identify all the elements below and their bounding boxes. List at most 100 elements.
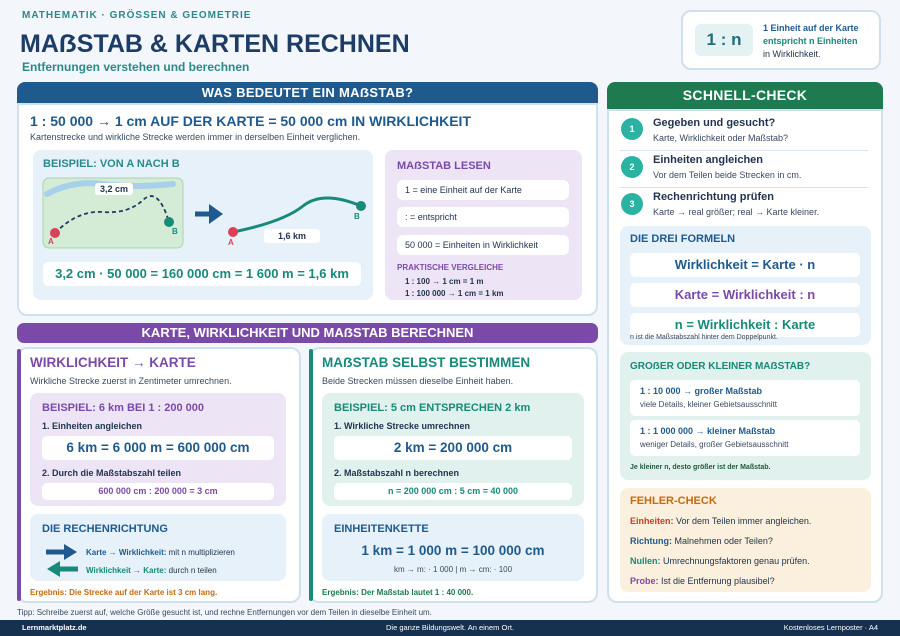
error-label-4: Probe:	[630, 576, 659, 586]
check-step-1-text: Karte, Wirklichkeit oder Maßstab?	[653, 133, 789, 143]
check-step-2-text: Vor dem Teilen beide Strecken in cm.	[653, 170, 802, 180]
direction-1-label: Karte → Wirklichkeit:	[86, 548, 167, 557]
scale-size-item-1-title: 1 : 10 000 → großer Maßstab	[640, 386, 763, 396]
result-right: Ergebnis: Der Maßstab lautet 1 : 40 000.	[322, 588, 474, 597]
ratio-line-3: in Wirklichkeit.	[763, 49, 821, 59]
accent-stripe	[309, 349, 313, 601]
what-headline: 1 : 50 000 → 1 cm AUF DER KARTE = 50 000…	[30, 113, 471, 129]
eq-1-right: 2 km = 200 000 cm	[334, 436, 572, 460]
reality-to-map-desc: Wirkliche Strecke zuerst in Zentimeter u…	[30, 376, 232, 386]
label-a-map: A	[48, 237, 54, 246]
direction-2: Wirklichkeit → Karte: durch n teilen	[86, 566, 217, 575]
step-1-left: 1. Einheiten angleichen	[42, 421, 143, 431]
what-desc: Kartenstrecke und wirkliche Strecke werd…	[30, 132, 361, 142]
compare-1: 1 : 100 → 1 cm = 1 m	[405, 277, 484, 286]
map-point-a	[50, 228, 60, 238]
eq-2-right: n = 200 000 cm : 5 cm = 40 000	[334, 483, 572, 500]
route-illustration	[42, 177, 366, 249]
error-label-2: Richtung:	[630, 536, 672, 546]
ratio-line-1: 1 Einheit auf der Karte	[763, 23, 859, 33]
scale-size-note: Je kleiner n, desto größer ist der Maßst…	[630, 464, 771, 471]
ratio-line-2: entspricht n Einheiten	[763, 36, 858, 46]
error-text-4: Ist die Entfernung plausibel?	[658, 576, 775, 586]
step-2-left: 2. Durch die Maßstabszahl teilen	[42, 468, 182, 478]
check-step-2-title: Einheiten angleichen	[653, 154, 764, 166]
direction-1: Karte → Wirklichkeit: mit n multiplizier…	[86, 548, 235, 557]
eq-2-left: 600 000 cm : 200 000 = 3 cm	[42, 483, 274, 500]
read-scale-title: MAẞSTAB LESEN	[397, 160, 491, 172]
read-item-3: 50 000 = Einheiten in Wirklichkeit	[397, 235, 569, 255]
unit-chain-box	[322, 514, 584, 581]
direction-title: DIE RECHENRICHTUNG	[42, 523, 168, 535]
step-2-right: 2. Maßstabszahl n berechnen	[334, 468, 460, 478]
example-title: BEISPIEL: VON A NACH B	[43, 158, 180, 170]
divider	[620, 187, 868, 188]
determine-scale-desc: Beide Strecken müssen dieselbe Einheit h…	[322, 376, 514, 386]
error-item-1: Einheiten: Vor dem Teilen immer angleich…	[630, 516, 811, 526]
unit-chain-title: EINHEITENKETTE	[334, 523, 429, 535]
check-step-3-text: Karte → real größer; real → Karte kleine…	[653, 207, 820, 217]
real-point-b	[356, 201, 366, 211]
formula-map: Karte = Wirklichkeit : n	[630, 283, 860, 307]
compare-2: 1 : 100 000 → 1 cm = 1 km	[405, 289, 504, 298]
error-item-3: Nullen: Umrechnungsfaktoren genau prüfen…	[630, 556, 810, 566]
check-step-1-title: Gegeben und gesucht?	[653, 117, 776, 129]
page-title: MAẞSTAB & KARTEN RECHNEN	[20, 30, 410, 58]
scale-size-item-1-text: viele Details, kleiner Gebietsausschnitt	[640, 400, 777, 409]
direction-1-text: mit n multiplizieren	[166, 548, 235, 557]
label-a-real: A	[228, 238, 234, 247]
map-route	[54, 195, 170, 234]
example-right-title: BEISPIEL: 5 cm ENTSPRECHEN 2 km	[334, 402, 531, 414]
scale-size-item-2: 1 : 1 000 000 → kleiner Maßstab weniger …	[630, 420, 860, 456]
error-item-2: Richtung: Malnehmen oder Teilen?	[630, 536, 773, 546]
section-bar-what: WAS BEDEUTET EIN MAẞSTAB?	[17, 82, 598, 103]
page-subtitle: Entfernungen verstehen und berechnen	[22, 60, 250, 74]
read-item-1: 1 = eine Einheit auf der Karte	[397, 180, 569, 200]
example-formula: 3,2 cm · 50 000 = 160 000 cm = 1 600 m =…	[43, 262, 361, 286]
error-item-4: Probe: Ist die Entfernung plausibel?	[630, 576, 775, 586]
scale-size-item-2-title: 1 : 1 000 000 → kleiner Maßstab	[640, 426, 776, 436]
step-number-1: 1	[621, 118, 643, 140]
determine-scale-title: MAẞSTAB SELBST BESTIMMEN	[322, 355, 531, 370]
error-text-1: Vor dem Teilen immer angleichen.	[673, 516, 812, 526]
divider	[620, 150, 868, 151]
label-b-map: B	[172, 227, 178, 236]
arrow-left-icon	[47, 561, 60, 577]
read-item-2: : = entspricht	[397, 207, 569, 227]
section-bar-check: SCHNELL-CHECK	[607, 82, 883, 109]
accent-stripe	[17, 349, 21, 601]
unit-chain: 1 km = 1 000 m = 100 000 cm	[361, 543, 545, 558]
unit-chain-sub: km → m: · 1 000 | m → cm: · 100	[393, 565, 513, 574]
kicker: MATHEMATIK · GRÖSSEN & GEOMETRIE	[22, 10, 252, 21]
label-b-real: B	[354, 212, 360, 221]
eq-1-left: 6 km = 6 000 m = 600 000 cm	[42, 436, 274, 460]
direction-arrows	[46, 544, 78, 577]
footer-bar: Lernmarktplatz.de Die ganze Bildungswelt…	[0, 620, 900, 636]
error-label-1: Einheiten:	[630, 516, 674, 526]
check-step-3-title: Rechenrichtung prüfen	[653, 191, 775, 203]
direction-2-label: Wirklichkeit → Karte:	[86, 566, 167, 575]
tip-text: Tipp: Schreibe zuerst auf, welche Größe …	[17, 608, 432, 617]
formulas-note: n ist die Maßstabszahl hinter dem Doppel…	[630, 334, 778, 341]
real-distance-label: 1,6 km	[264, 229, 321, 243]
step-1-right: 1. Wirkliche Strecke umrechnen	[334, 421, 470, 431]
compare-title: PRAKTISCHE VERGLEICHE	[397, 263, 504, 272]
map-point-b	[164, 217, 174, 227]
errors-title: FEHLER-CHECK	[630, 495, 717, 507]
map-distance-label: 3,2 cm	[95, 183, 134, 195]
section-bar-calc: KARTE, WIRKLICHKEIT UND MAẞSTAB BERECHNE…	[17, 323, 598, 343]
direction-2-text: durch n teilen	[166, 566, 217, 575]
scale-size-item-1: 1 : 10 000 → großer Maßstab viele Detail…	[630, 380, 860, 416]
step-number-3: 3	[621, 193, 643, 215]
arrow-right-icon	[64, 544, 77, 560]
ratio-box: 1 : n 1 Einheit auf der Karte entspricht…	[681, 10, 881, 70]
step-number-2: 2	[621, 156, 643, 178]
ratio-badge: 1 : n	[695, 24, 753, 56]
example-left-title: BEISPIEL: 6 km BEI 1 : 200 000	[42, 402, 205, 414]
result-left: Ergebnis: Die Strecke auf der Karte ist …	[30, 588, 218, 597]
error-text-3: Umrechnungsfaktoren genau prüfen.	[660, 556, 810, 566]
formula-n: n = Wirklichkeit : Karte	[630, 313, 860, 337]
formula-reality: Wirklichkeit = Karte · n	[630, 253, 860, 277]
real-point-a	[228, 227, 238, 237]
footer-left[interactable]: Lernmarktplatz.de	[22, 623, 87, 632]
